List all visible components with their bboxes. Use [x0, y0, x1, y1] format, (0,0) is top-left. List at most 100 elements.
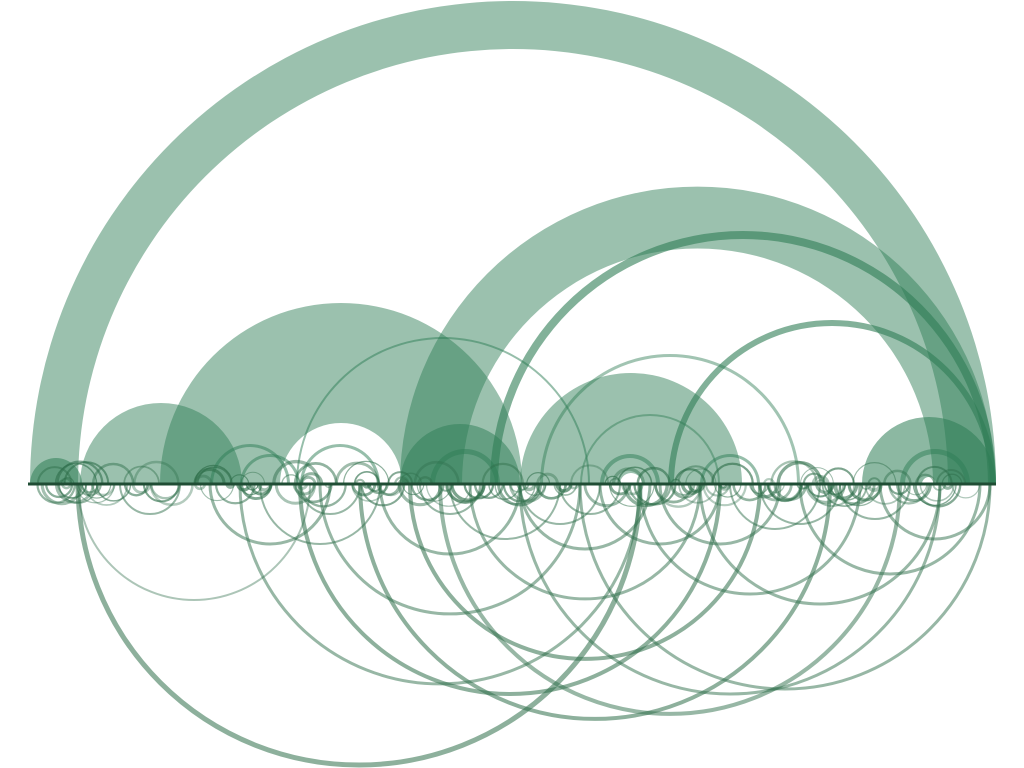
small-lower-loop [678, 483, 718, 504]
lower-arc [299, 483, 361, 515]
small-lower-loop [535, 483, 568, 500]
small-upper-loop [916, 465, 953, 485]
small-lower-loop [75, 483, 115, 504]
small-upper-loop [56, 460, 104, 485]
small-lower-loop [376, 483, 401, 496]
small-lower-loop [45, 483, 74, 499]
small-upper-loop [852, 462, 897, 485]
small-lower-loop [912, 483, 957, 506]
small-lower-loop [199, 483, 235, 502]
small-lower-loop [80, 483, 100, 494]
small-lower-loop [508, 483, 547, 503]
small-upper-loop [394, 476, 410, 485]
small-upper-loop [36, 466, 73, 485]
small-lower-loop [131, 483, 152, 494]
lower-arc [408, 483, 762, 661]
small-lower-loop [654, 483, 703, 508]
small-lower-loop [463, 483, 495, 500]
small-lower-loop [360, 483, 406, 507]
small-upper-loop [399, 472, 423, 485]
small-lower-loop [450, 483, 486, 502]
small-lower-loop [516, 483, 530, 491]
small-lower-loop [750, 483, 780, 499]
small-upper-loop [353, 471, 380, 485]
small-lower-loop [40, 483, 83, 506]
small-lower-loop [521, 483, 537, 492]
small-lower-loop [628, 483, 672, 506]
small-lower-loop [809, 483, 856, 508]
small-upper-loop [935, 469, 966, 485]
small-lower-loop [378, 483, 404, 497]
small-upper-loop [711, 462, 754, 485]
small-upper-loop [604, 475, 621, 485]
small-lower-loop [438, 483, 454, 492]
small-lower-loop [77, 483, 102, 497]
small-lower-loop [488, 483, 521, 500]
small-upper-loop [293, 462, 338, 485]
small-lower-loop [553, 483, 578, 496]
small-upper-loop [883, 469, 912, 485]
small-lower-loop [149, 483, 194, 507]
small-lower-loop [757, 483, 793, 502]
small-lower-loop [815, 483, 835, 494]
lower-arc [318, 483, 582, 616]
lower-arc [208, 483, 332, 546]
small-upper-loop [196, 466, 233, 485]
upper-arc [520, 373, 742, 484]
lower-arc [518, 483, 942, 696]
small-lower-loop [509, 483, 527, 493]
upper-arc [600, 454, 660, 484]
lower-arc [559, 483, 621, 515]
small-lower-loop [299, 483, 347, 508]
small-upper-loop [417, 476, 434, 485]
small-lower-loop [833, 483, 876, 506]
upper-arc [240, 454, 300, 484]
small-lower-loop [829, 483, 864, 501]
small-upper-loop [821, 467, 855, 485]
lower-arcs-group [36, 483, 992, 768]
small-upper-loop [481, 462, 524, 485]
small-lower-loop [239, 483, 263, 496]
small-lower-loop [895, 483, 932, 503]
lower-arc [759, 483, 841, 525]
small-upper-loop [91, 462, 135, 485]
small-lower-loop [914, 483, 962, 508]
small-lower-loop [402, 483, 425, 495]
lower-arc [358, 483, 832, 721]
small-lower-loop [732, 483, 767, 502]
upper-arc [900, 449, 970, 484]
lower-arc [259, 483, 381, 545]
small-upper-loop [867, 477, 882, 485]
small-upper-loop [526, 472, 551, 485]
small-upper-loop [413, 460, 460, 485]
lower-arc [878, 483, 992, 541]
upper-arc [80, 403, 242, 484]
small-lower-loop [368, 483, 389, 495]
small-upper-loop [677, 465, 715, 485]
small-upper-loop [802, 472, 826, 485]
small-upper-loop [941, 473, 963, 485]
small-upper-loop [770, 460, 818, 485]
small-upper-loop [536, 472, 559, 485]
upper-arc [700, 454, 760, 484]
small-lower-loop [766, 483, 785, 494]
lower-arc [378, 483, 522, 556]
small-upper-loop [636, 466, 671, 485]
small-upper-loop [617, 466, 653, 485]
small-lower-loop [609, 483, 655, 507]
small-lower-loop [888, 483, 911, 495]
small-lower-loop [702, 483, 747, 507]
small-lower-loop [274, 483, 317, 505]
small-lower-loop [608, 483, 632, 496]
lower-arc [518, 483, 652, 551]
lower-arc [298, 483, 722, 696]
small-upper-loop [123, 465, 160, 485]
small-lower-loop [473, 483, 504, 499]
small-lower-loop [90, 483, 116, 497]
small-lower-loop [714, 483, 742, 498]
small-lower-loop [397, 483, 443, 507]
small-lower-loop [36, 483, 76, 504]
lower-arc [638, 483, 862, 596]
small-lower-loop [836, 483, 881, 507]
